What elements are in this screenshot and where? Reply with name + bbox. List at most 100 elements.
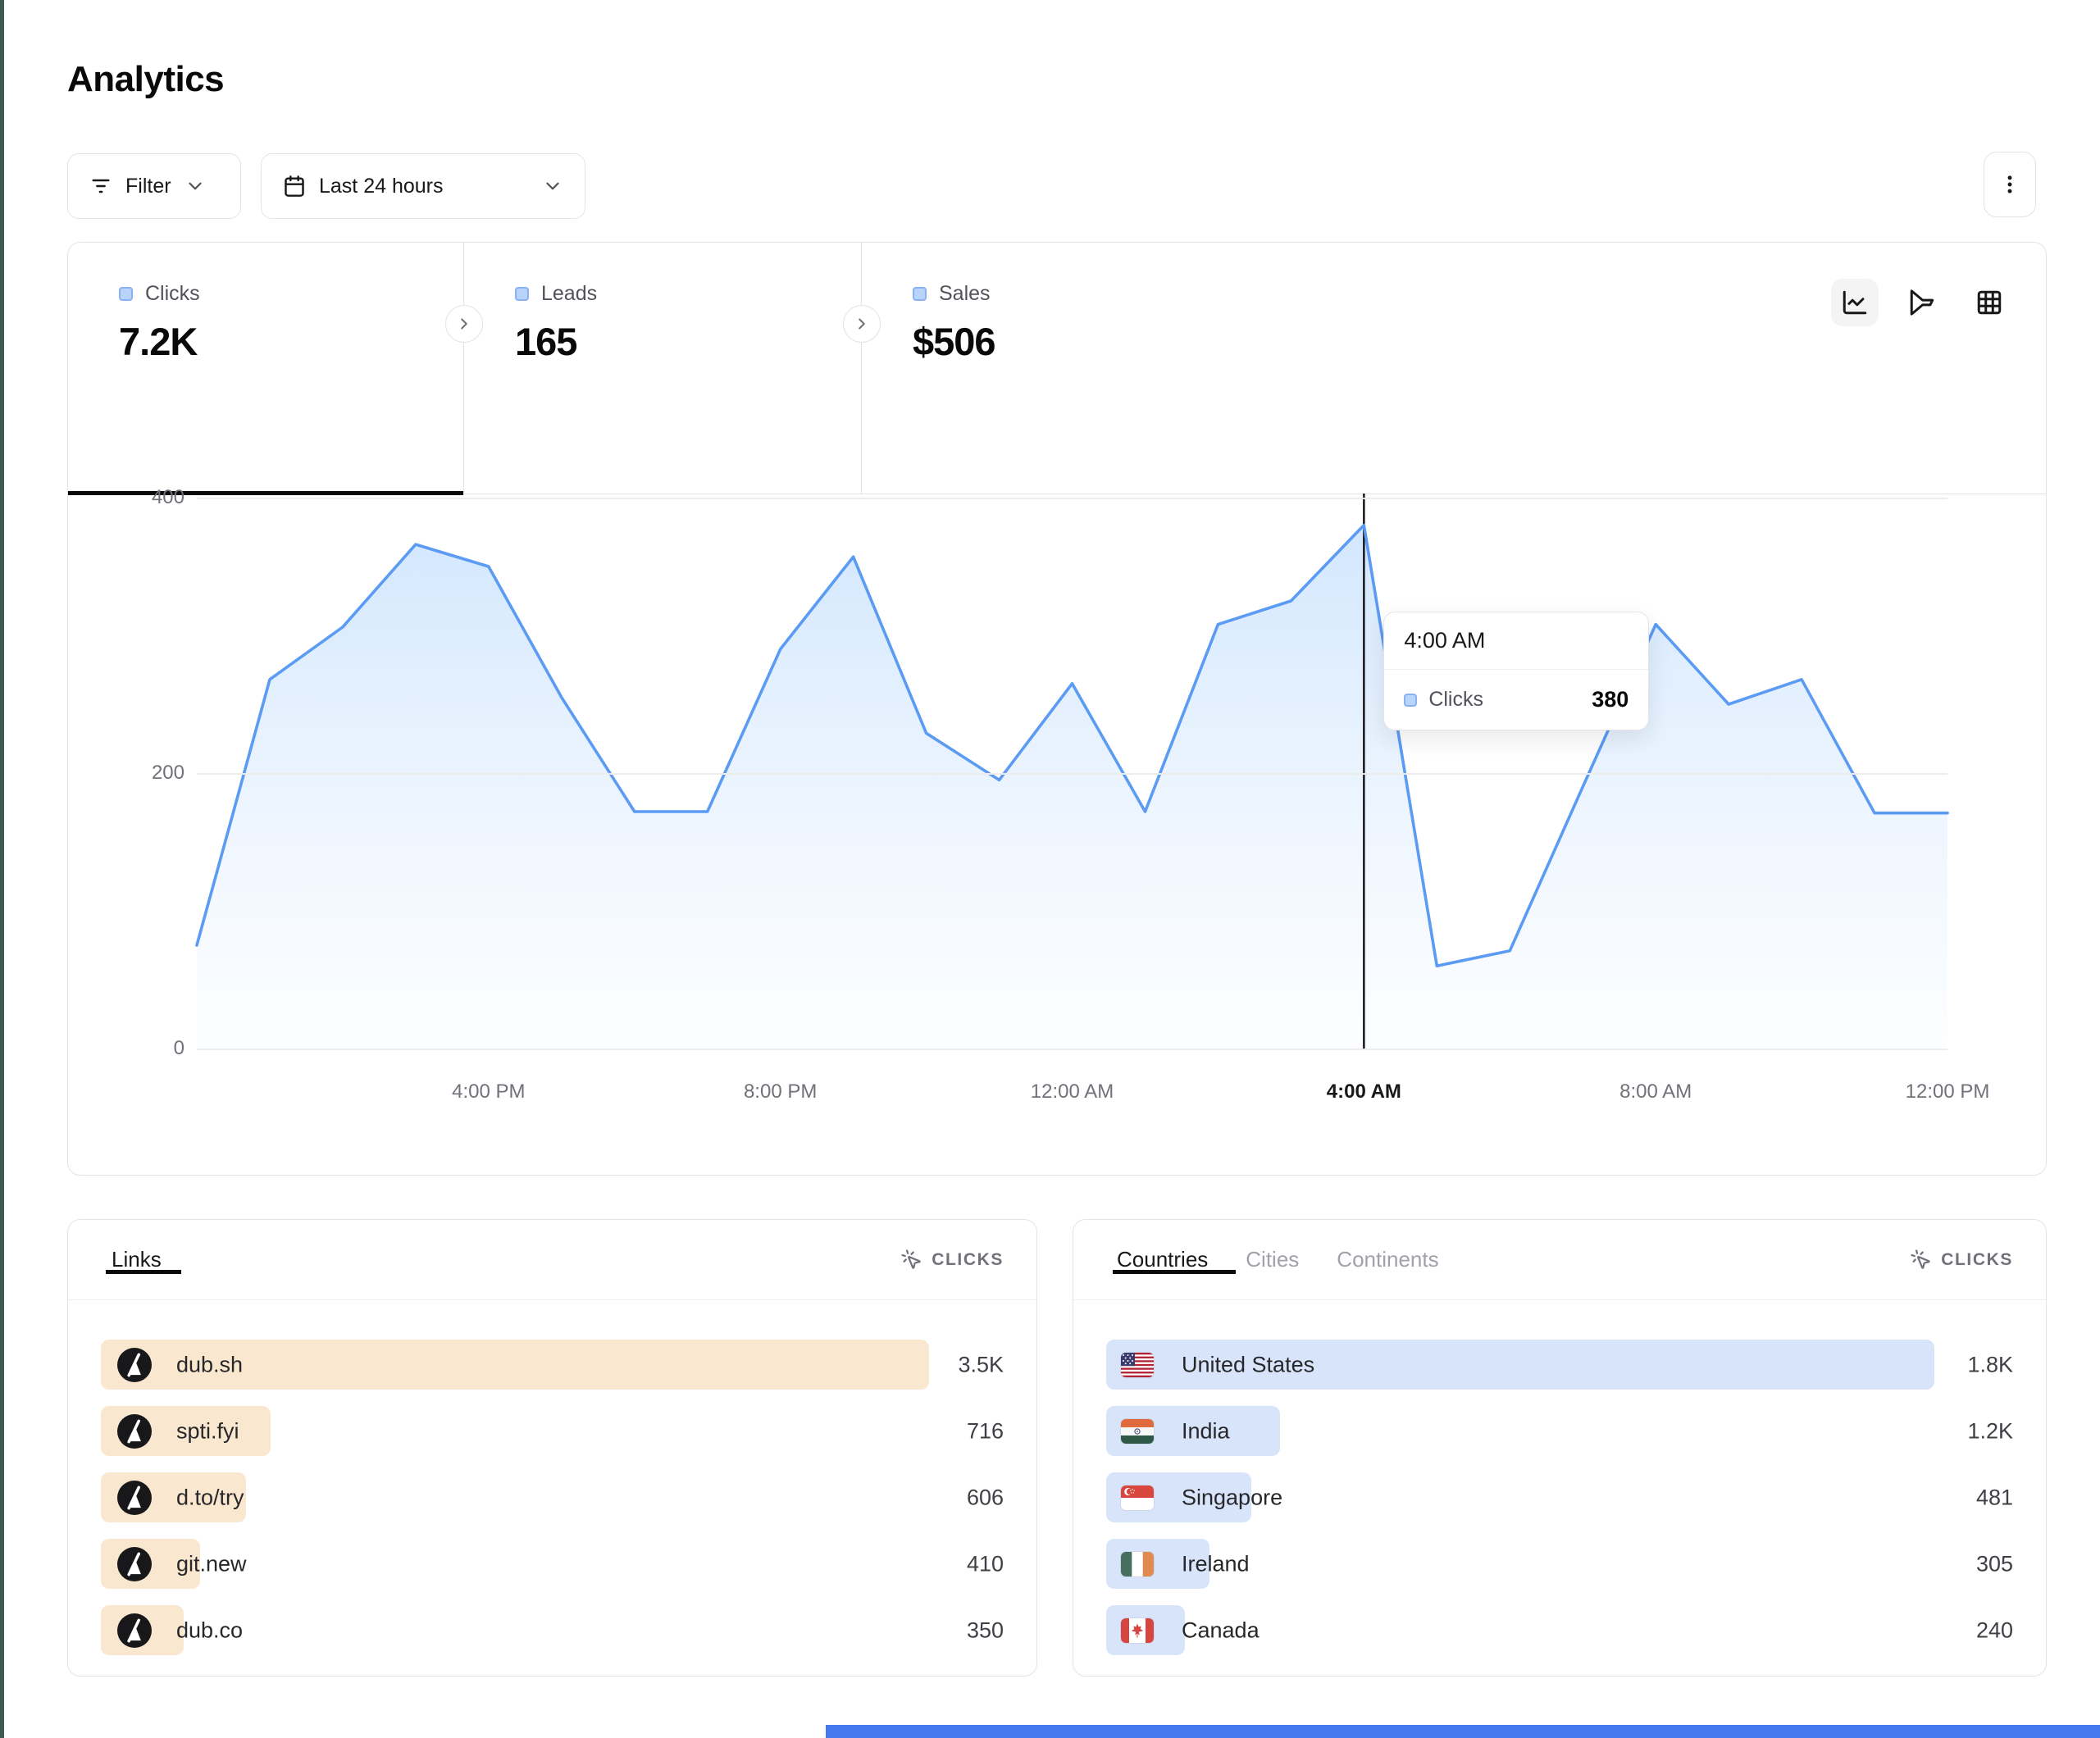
y-axis-tick: 200 — [151, 762, 184, 784]
x-axis-tick: 4:00 PM — [452, 1081, 526, 1103]
date-range-button[interactable]: Last 24 hours — [261, 153, 585, 219]
tooltip-legend-square-icon — [1404, 693, 1418, 707]
country-row[interactable]: India 1.2K — [1106, 1406, 2013, 1456]
geo-clicks-column-header[interactable]: CLICKS — [1910, 1249, 2013, 1271]
link-row[interactable]: d.to/try 606 — [101, 1472, 1004, 1522]
clicks-timeseries-chart[interactable]: 4:00 AM Clicks 380 400 200 0 4:00 PM 8:00 PM… — [68, 486, 2046, 1175]
y-gridline — [197, 498, 1947, 499]
country-row[interactable]: Canada 240 — [1106, 1605, 2013, 1655]
dub-logo-icon — [117, 1480, 152, 1515]
clicks-column-label: CLICKS — [1941, 1249, 2013, 1269]
calendar-icon — [283, 175, 306, 198]
chart-tooltip: 4:00 AM Clicks 380 — [1383, 612, 1650, 730]
metric-value: 165 — [515, 320, 577, 363]
country-row[interactable]: United States 1.8K — [1106, 1340, 2013, 1390]
ca-flag-icon — [1121, 1617, 1154, 1643]
us-flag-icon — [1121, 1352, 1154, 1377]
sales-legend-square-icon — [913, 287, 927, 301]
links-panel: Links CLICKS dub.sh 3.5K spti.fyi 716 d.to/t… — [67, 1219, 1037, 1677]
dub-logo-icon — [117, 1613, 152, 1648]
tab-continents[interactable]: Continents — [1337, 1247, 1438, 1272]
tab-cities-label: Cities — [1246, 1247, 1300, 1272]
active-tab-underline — [106, 1270, 181, 1274]
link-clicks-value: 716 — [966, 1418, 1004, 1443]
metric-label: Clicks — [145, 282, 200, 305]
link-label: dub.sh — [176, 1352, 244, 1376]
metric-value: 7.2K — [119, 320, 198, 363]
tab-links-label: Links — [112, 1247, 162, 1272]
x-axis-tick: 12:00 AM — [1030, 1081, 1114, 1103]
links-clicks-column-header[interactable]: CLICKS — [900, 1249, 1004, 1271]
country-row[interactable]: Ireland 305 — [1106, 1539, 2013, 1589]
link-label: git.new — [176, 1551, 247, 1576]
area-chart-canvas — [195, 494, 1949, 1049]
metric-tabs-row: Clicks 7.2K Leads 165 Sales $506 — [68, 243, 2046, 495]
link-clicks-value: 606 — [966, 1485, 1004, 1509]
table-view-toggle-button[interactable] — [1966, 279, 2013, 326]
y-gridline — [197, 1049, 1947, 1050]
country-clicks-value: 1.2K — [1967, 1418, 2013, 1443]
line-chart-icon — [1841, 289, 1869, 316]
tab-leads[interactable]: Leads 165 — [464, 243, 862, 494]
link-row[interactable]: dub.co 350 — [101, 1605, 1004, 1655]
funnel-icon — [1908, 289, 1936, 316]
link-clicks-value: 410 — [966, 1551, 1004, 1576]
y-gridline — [197, 773, 1947, 775]
clicks-column-label: CLICKS — [932, 1249, 1004, 1269]
kebab-menu-icon — [1998, 173, 2021, 196]
dub-logo-icon — [117, 1546, 152, 1581]
tooltip-time-label: 4:00 AM — [1384, 612, 1649, 670]
analytics-chart-card: Clicks 7.2K Leads 165 Sales $506 — [67, 242, 2047, 1176]
dub-logo-icon — [117, 1347, 152, 1382]
country-clicks-value: 305 — [1975, 1551, 2013, 1576]
in-flag-icon — [1121, 1418, 1154, 1444]
tab-links[interactable]: Links — [106, 1247, 181, 1274]
chevron-down-icon — [184, 175, 206, 197]
country-row[interactable]: Singapore 481 — [1106, 1472, 2013, 1522]
country-label: United States — [1182, 1352, 1315, 1376]
tab-countries[interactable]: Countries — [1113, 1247, 1236, 1274]
tab-cities[interactable]: Cities — [1246, 1247, 1299, 1272]
click-cursor-icon — [1910, 1249, 1932, 1271]
link-clicks-value: 350 — [966, 1617, 1004, 1642]
clicks-series-line — [195, 523, 1949, 968]
sg-flag-icon — [1121, 1485, 1154, 1510]
filter-icon — [89, 175, 112, 198]
chevron-right-icon — [853, 315, 871, 333]
line-chart-toggle-button[interactable] — [1831, 279, 1879, 326]
table-grid-icon — [1975, 289, 2003, 316]
window-left-edge — [0, 0, 4, 1738]
country-clicks-value: 481 — [1975, 1485, 2013, 1509]
clicks-legend-square-icon — [119, 287, 133, 301]
active-tab-underline — [68, 490, 463, 495]
next-metric-button[interactable] — [843, 305, 881, 343]
x-axis-tick: 12:00 PM — [1905, 1081, 1990, 1103]
x-axis-tick: 8:00 AM — [1619, 1081, 1692, 1103]
next-metric-button[interactable] — [445, 305, 483, 343]
dub-logo-icon — [117, 1413, 152, 1449]
tab-sales[interactable]: Sales $506 — [862, 243, 2046, 494]
metric-value: $506 — [913, 320, 996, 363]
y-axis-tick: 400 — [151, 486, 184, 508]
tab-continents-label: Continents — [1337, 1247, 1439, 1272]
tooltip-series-label: Clicks — [1428, 688, 1483, 711]
value-bar — [1106, 1340, 1934, 1390]
x-axis-tick: 4:00 AM — [1326, 1081, 1401, 1103]
ie-flag-icon — [1121, 1551, 1154, 1576]
country-label: Singapore — [1182, 1485, 1283, 1509]
link-row[interactable]: spti.fyi 716 — [101, 1406, 1004, 1456]
filter-button[interactable]: Filter — [67, 153, 241, 219]
more-options-button[interactable] — [1984, 152, 2036, 217]
y-axis-tick: 0 — [173, 1037, 184, 1059]
link-label: spti.fyi — [176, 1418, 239, 1443]
link-row[interactable]: dub.sh 3.5K — [101, 1340, 1004, 1390]
funnel-chart-toggle-button[interactable] — [1898, 279, 1946, 326]
area-fill — [197, 525, 1947, 1049]
value-bar — [101, 1340, 929, 1390]
link-row[interactable]: git.new 410 — [101, 1539, 1004, 1589]
tab-clicks[interactable]: Clicks 7.2K — [68, 243, 464, 495]
tooltip-series-value: 380 — [1592, 687, 1629, 712]
geo-panel: Countries Cities Continents CLICKS Unite… — [1073, 1219, 2047, 1677]
link-label: dub.co — [176, 1617, 244, 1642]
